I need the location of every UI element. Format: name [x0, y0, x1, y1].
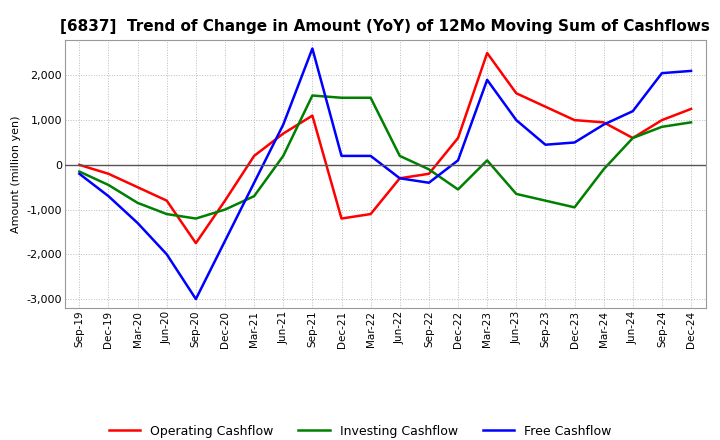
Legend: Operating Cashflow, Investing Cashflow, Free Cashflow: Operating Cashflow, Investing Cashflow, …: [104, 420, 616, 440]
Free Cashflow: [250, 180, 258, 185]
Operating Cashflow: [279, 131, 287, 136]
Free Cashflow: [454, 158, 462, 163]
Investing Cashflow: [75, 169, 84, 174]
Investing Cashflow: [629, 136, 637, 141]
Free Cashflow: [220, 238, 229, 244]
Investing Cashflow: [512, 191, 521, 197]
Operating Cashflow: [425, 171, 433, 176]
Operating Cashflow: [75, 162, 84, 168]
Free Cashflow: [133, 220, 142, 226]
Free Cashflow: [395, 176, 404, 181]
Free Cashflow: [279, 122, 287, 127]
Investing Cashflow: [541, 198, 550, 203]
Free Cashflow: [541, 142, 550, 147]
Line: Operating Cashflow: Operating Cashflow: [79, 53, 691, 243]
Free Cashflow: [192, 297, 200, 302]
Operating Cashflow: [250, 153, 258, 158]
Investing Cashflow: [104, 182, 113, 187]
Operating Cashflow: [512, 91, 521, 96]
Free Cashflow: [657, 70, 666, 76]
Y-axis label: Amount (million yen): Amount (million yen): [11, 115, 21, 233]
Investing Cashflow: [220, 207, 229, 212]
Operating Cashflow: [599, 120, 608, 125]
Operating Cashflow: [629, 136, 637, 141]
Operating Cashflow: [657, 117, 666, 123]
Free Cashflow: [308, 46, 317, 51]
Operating Cashflow: [366, 211, 375, 216]
Free Cashflow: [599, 122, 608, 127]
Operating Cashflow: [687, 106, 696, 112]
Operating Cashflow: [133, 185, 142, 190]
Free Cashflow: [163, 252, 171, 257]
Operating Cashflow: [104, 171, 113, 176]
Free Cashflow: [425, 180, 433, 185]
Investing Cashflow: [687, 120, 696, 125]
Investing Cashflow: [337, 95, 346, 100]
Free Cashflow: [75, 171, 84, 176]
Operating Cashflow: [337, 216, 346, 221]
Free Cashflow: [512, 117, 521, 123]
Operating Cashflow: [483, 50, 492, 55]
Investing Cashflow: [395, 153, 404, 158]
Free Cashflow: [570, 140, 579, 145]
Investing Cashflow: [657, 124, 666, 129]
Investing Cashflow: [163, 211, 171, 216]
Investing Cashflow: [454, 187, 462, 192]
Investing Cashflow: [279, 153, 287, 158]
Free Cashflow: [687, 68, 696, 73]
Operating Cashflow: [163, 198, 171, 203]
Operating Cashflow: [308, 113, 317, 118]
Line: Free Cashflow: Free Cashflow: [79, 48, 691, 299]
Free Cashflow: [629, 109, 637, 114]
Investing Cashflow: [483, 158, 492, 163]
Investing Cashflow: [570, 205, 579, 210]
Investing Cashflow: [133, 200, 142, 205]
Operating Cashflow: [220, 198, 229, 203]
Free Cashflow: [104, 194, 113, 199]
Title: [6837]  Trend of Change in Amount (YoY) of 12Mo Moving Sum of Cashflows: [6837] Trend of Change in Amount (YoY) o…: [60, 19, 710, 34]
Operating Cashflow: [570, 117, 579, 123]
Investing Cashflow: [192, 216, 200, 221]
Investing Cashflow: [599, 167, 608, 172]
Investing Cashflow: [308, 93, 317, 98]
Investing Cashflow: [366, 95, 375, 100]
Free Cashflow: [483, 77, 492, 83]
Line: Investing Cashflow: Investing Cashflow: [79, 95, 691, 219]
Operating Cashflow: [192, 241, 200, 246]
Investing Cashflow: [250, 194, 258, 199]
Free Cashflow: [366, 153, 375, 158]
Free Cashflow: [337, 153, 346, 158]
Operating Cashflow: [395, 176, 404, 181]
Investing Cashflow: [425, 167, 433, 172]
Operating Cashflow: [454, 136, 462, 141]
Operating Cashflow: [541, 104, 550, 109]
